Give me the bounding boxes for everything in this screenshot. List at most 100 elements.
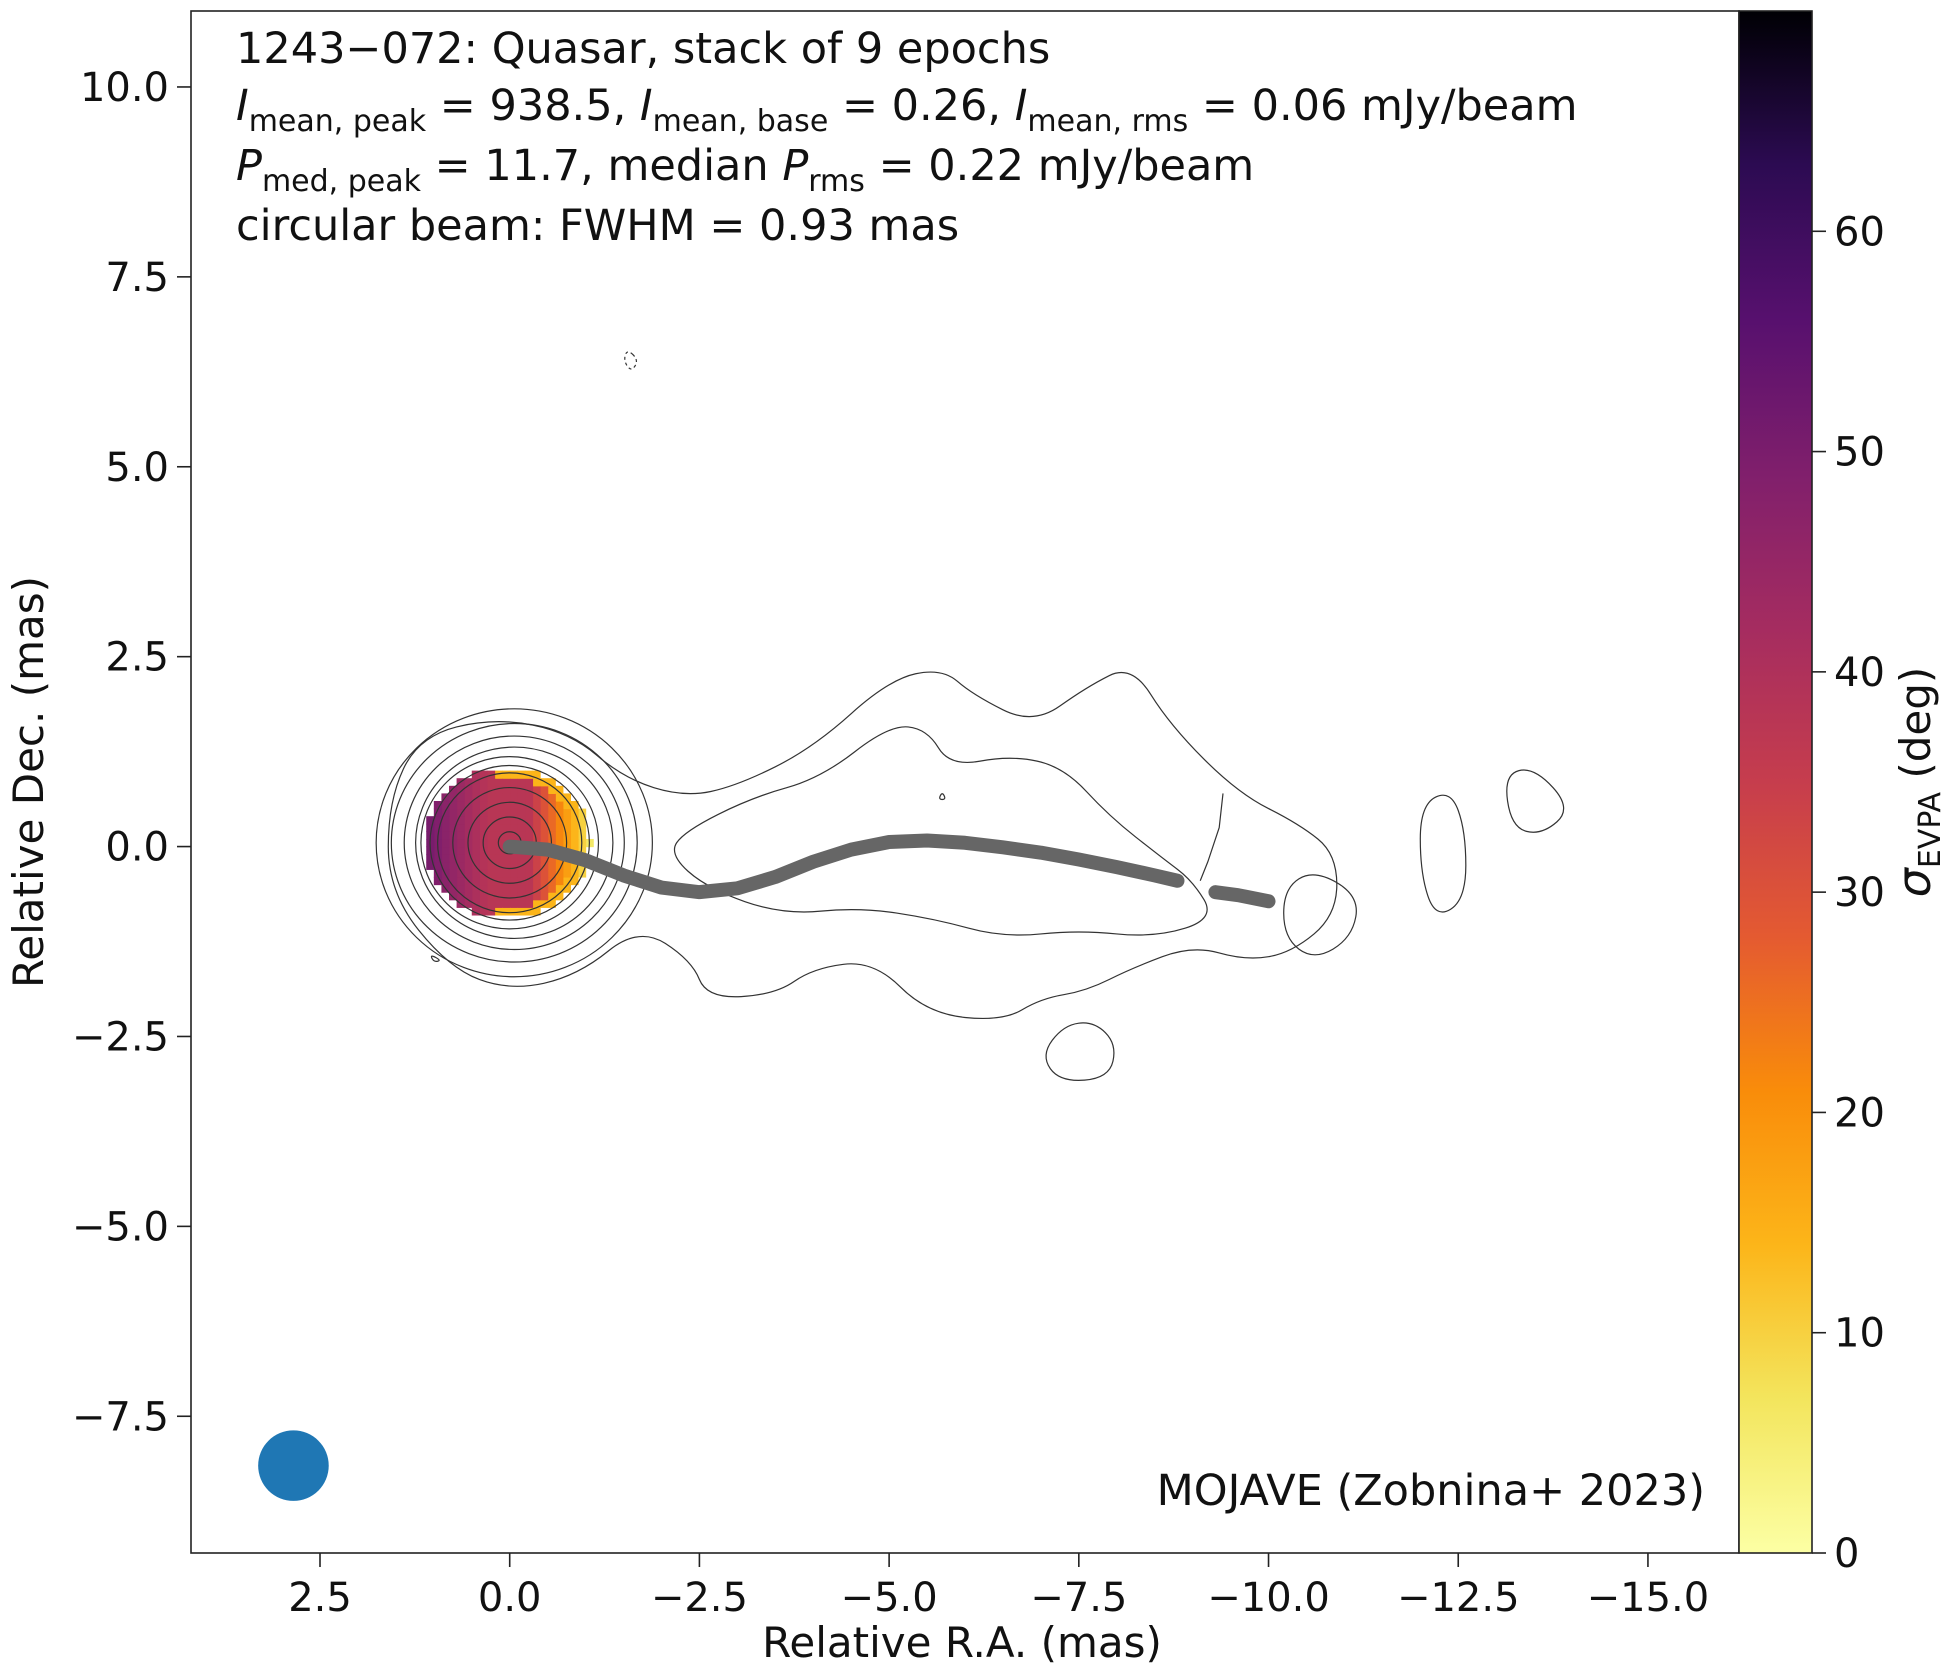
evpa-pixel bbox=[555, 861, 564, 870]
y-tick-label: 2.5 bbox=[105, 635, 169, 681]
evpa-pixel bbox=[532, 892, 541, 901]
evpa-pixel bbox=[555, 892, 564, 901]
x-tick-label: −10.0 bbox=[1207, 1575, 1330, 1621]
evpa-pixel bbox=[547, 823, 556, 832]
evpa-pixel bbox=[494, 823, 503, 832]
core-contour bbox=[467, 801, 553, 884]
island-contour bbox=[1419, 794, 1467, 913]
evpa-pixel bbox=[449, 884, 458, 893]
colorbar-tick-label: 30 bbox=[1834, 870, 1885, 916]
evpa-pixel bbox=[562, 876, 572, 886]
evpa-pixel bbox=[555, 808, 564, 817]
evpa-pixel bbox=[570, 876, 579, 886]
evpa-pixel bbox=[502, 808, 511, 817]
evpa-pixel bbox=[479, 770, 488, 779]
colorbar-tick-label: 0 bbox=[1834, 1531, 1859, 1577]
evpa-pixel bbox=[456, 854, 465, 863]
evpa-pixel bbox=[524, 800, 534, 810]
evpa-pixel bbox=[502, 892, 511, 901]
evpa-pixel bbox=[471, 846, 480, 855]
negative-contour bbox=[624, 351, 638, 370]
i-rms-subscript: mean, rms bbox=[1027, 104, 1188, 139]
evpa-pixel bbox=[456, 831, 465, 840]
evpa-pixel bbox=[532, 778, 541, 787]
evpa-pixel bbox=[555, 876, 564, 886]
evpa-pixel bbox=[494, 899, 503, 908]
colorbar-label-subscript: EVPA bbox=[1913, 792, 1948, 869]
credit-text: MOJAVE (Zobnina+ 2023) bbox=[1157, 1466, 1705, 1516]
evpa-pixel bbox=[456, 816, 465, 825]
evpa-pixel bbox=[509, 816, 518, 825]
i-rms-value: = 0.06 mJy/beam bbox=[1188, 81, 1577, 131]
evpa-pixel bbox=[449, 869, 458, 878]
evpa-pixel bbox=[464, 808, 473, 817]
p-peak-value: = 11.7, median bbox=[421, 141, 782, 191]
evpa-pixel bbox=[578, 831, 587, 840]
evpa-pixel bbox=[456, 846, 465, 855]
i-rms-symbol: I bbox=[1015, 81, 1028, 131]
evpa-pixel bbox=[433, 808, 443, 817]
evpa-pixel bbox=[509, 785, 518, 794]
i-base-subscript: mean, base bbox=[653, 104, 829, 139]
evpa-pixel bbox=[532, 770, 541, 779]
evpa-pixel bbox=[441, 831, 450, 840]
title-line-3: Pmed, peak = 11.7, median Prms = 0.22 mJ… bbox=[236, 141, 1254, 199]
evpa-pixel bbox=[502, 823, 511, 832]
island-contour bbox=[1506, 769, 1565, 833]
evpa-pixel bbox=[486, 854, 496, 863]
evpa-pixel bbox=[486, 899, 496, 908]
evpa-pixel bbox=[540, 800, 549, 810]
evpa-pixel bbox=[471, 884, 480, 893]
title-line-1: 1243−072: Quasar, stack of 9 epochs bbox=[236, 24, 1050, 74]
evpa-pixel bbox=[509, 793, 518, 802]
evpa-pixel bbox=[532, 899, 541, 908]
evpa-pixel bbox=[464, 884, 473, 893]
x-tick-label: 2.5 bbox=[288, 1575, 352, 1621]
evpa-pixel bbox=[509, 884, 518, 893]
evpa-pixel bbox=[464, 793, 473, 802]
evpa-pixel bbox=[517, 800, 526, 810]
evpa-pixel bbox=[494, 892, 503, 901]
evpa-pixel bbox=[524, 899, 534, 908]
evpa-pixel bbox=[578, 846, 587, 855]
core-contour bbox=[390, 722, 638, 963]
evpa-pixel bbox=[517, 854, 526, 863]
evpa-pixel bbox=[486, 869, 496, 878]
evpa-pixel bbox=[524, 876, 534, 886]
evpa-pixel bbox=[464, 861, 473, 870]
evpa-pixel bbox=[502, 854, 511, 863]
evpa-pixel bbox=[540, 831, 549, 840]
evpa-pixel bbox=[524, 831, 534, 840]
colorbar-tick-label: 60 bbox=[1834, 209, 1885, 255]
evpa-pixel bbox=[471, 808, 480, 817]
evpa-pixel bbox=[532, 808, 541, 817]
y-tick-label: 5.0 bbox=[105, 445, 169, 491]
evpa-pixel bbox=[517, 899, 526, 908]
evpa-pixel bbox=[486, 884, 496, 893]
evpa-pixel bbox=[502, 884, 511, 893]
x-axis: 2.5 0.0 −2.5 −5.0 −7.5 −10.0 −12.5 −15.0 bbox=[288, 1553, 1709, 1621]
evpa-pixel bbox=[441, 816, 450, 825]
evpa-pixel bbox=[426, 854, 435, 863]
p-peak-subscript: med, peak bbox=[262, 164, 422, 199]
evpa-pixel bbox=[479, 823, 488, 832]
evpa-pixel bbox=[441, 846, 450, 855]
evpa-pixel bbox=[509, 861, 518, 870]
evpa-pixel bbox=[464, 823, 473, 832]
evpa-pixel bbox=[509, 892, 518, 901]
evpa-pixel bbox=[494, 778, 503, 787]
evpa-pixel bbox=[517, 793, 526, 802]
evpa-pixel bbox=[479, 861, 488, 870]
evpa-pixel bbox=[471, 816, 480, 825]
evpa-pixel bbox=[441, 838, 450, 848]
intensity-contours bbox=[375, 351, 1565, 1081]
evpa-pixel bbox=[471, 800, 480, 810]
evpa-pixel bbox=[449, 854, 458, 863]
core-contour bbox=[375, 708, 653, 978]
evpa-pixel bbox=[555, 793, 564, 802]
evpa-pixel bbox=[555, 838, 564, 848]
evpa-pixel bbox=[486, 846, 496, 855]
evpa-pixel bbox=[479, 884, 488, 893]
evpa-pixel bbox=[479, 778, 488, 787]
